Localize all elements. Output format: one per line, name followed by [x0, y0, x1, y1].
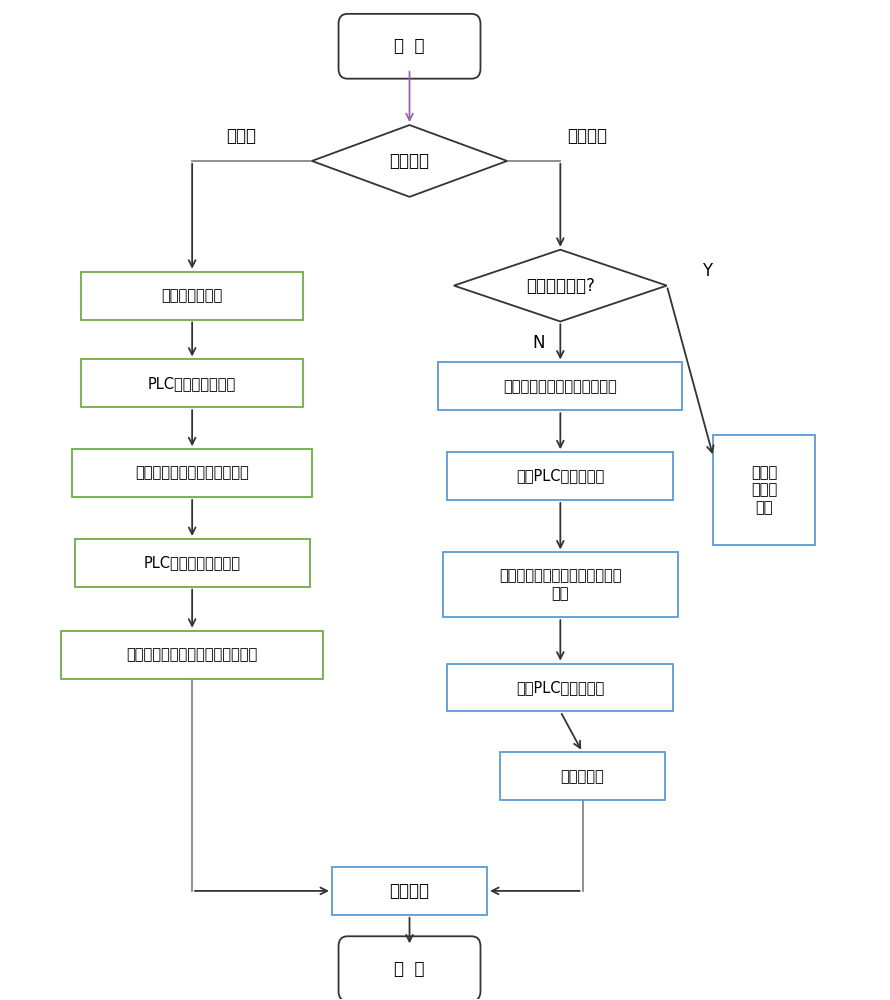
Text: 裁剪PLC预期调节量: 裁剪PLC预期调节量	[516, 469, 604, 484]
Text: 按主、次排序原则计算顺序号: 按主、次排序原则计算顺序号	[135, 466, 249, 481]
Bar	[500, 752, 665, 800]
Text: N: N	[532, 334, 545, 352]
Bar	[439, 362, 683, 410]
Text: 控制组总调节量扣除已分配调节量: 控制组总调节量扣除已分配调节量	[126, 647, 258, 662]
Text: PLC主、次排序因子: PLC主、次排序因子	[148, 376, 236, 391]
Bar	[443, 552, 678, 617]
Text: Y: Y	[701, 262, 712, 280]
Text: 安全校验: 安全校验	[390, 882, 430, 900]
Text: 调节量转移: 调节量转移	[561, 769, 604, 784]
Bar	[332, 867, 487, 915]
Bar	[81, 359, 303, 407]
Text: 组内优先级纠错: 组内优先级纠错	[161, 288, 222, 303]
Text: 裁剪PLC实际调节量: 裁剪PLC实际调节量	[516, 680, 604, 695]
Text: 按照分担因子重新分配调节量: 按照分担因子重新分配调节量	[504, 379, 617, 394]
Text: 结  束: 结 束	[394, 960, 425, 978]
Bar	[81, 272, 303, 320]
Polygon shape	[312, 125, 507, 197]
Text: 超出承担能力?: 超出承担能力?	[526, 277, 595, 295]
Bar	[447, 664, 674, 711]
Bar	[72, 449, 312, 497]
Bar	[447, 452, 674, 500]
FancyBboxPatch shape	[338, 936, 481, 1000]
Text: 比例分担: 比例分担	[567, 127, 607, 145]
Text: 优先级: 优先级	[226, 127, 256, 145]
Polygon shape	[454, 250, 667, 321]
Bar	[61, 631, 323, 679]
Text: 受控机
组全额
带满: 受控机 组全额 带满	[751, 465, 778, 515]
Text: 高充裕度机组重新分担剩余调节
需求: 高充裕度机组重新分担剩余调节 需求	[499, 569, 621, 601]
Text: PLC按最大可调量承担: PLC按最大可调量承担	[143, 555, 240, 570]
Text: 开  始: 开 始	[394, 37, 425, 55]
Bar	[75, 539, 310, 587]
Bar	[714, 435, 815, 545]
FancyBboxPatch shape	[338, 14, 481, 79]
Text: 组内策略: 组内策略	[390, 152, 430, 170]
